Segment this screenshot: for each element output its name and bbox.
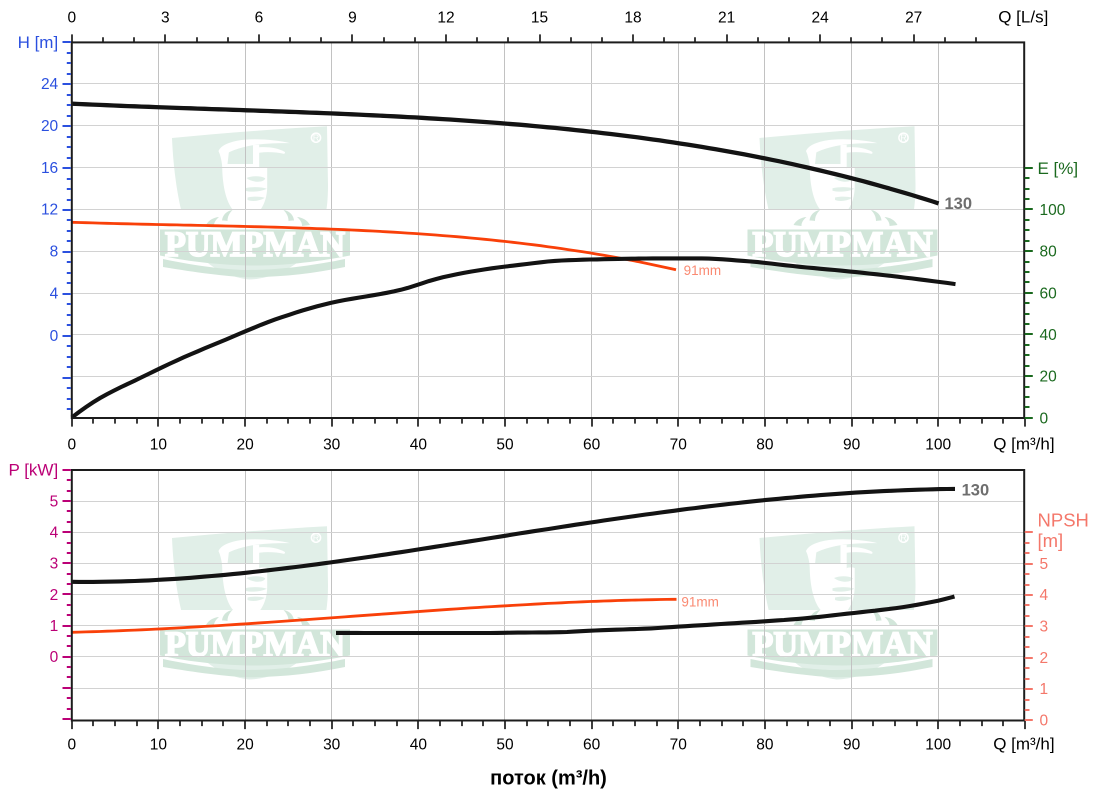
svg-text:12: 12: [41, 202, 58, 219]
svg-text:1: 1: [1040, 681, 1049, 698]
svg-text:91mm: 91mm: [684, 263, 722, 278]
svg-text:P [kW]: P [kW]: [8, 461, 58, 480]
svg-text:8: 8: [50, 244, 59, 261]
svg-text:30: 30: [323, 436, 341, 453]
svg-text:40: 40: [410, 436, 428, 453]
svg-text:10: 10: [150, 736, 168, 753]
svg-text:3: 3: [1040, 619, 1049, 636]
svg-text:100: 100: [1040, 202, 1066, 219]
svg-text:91mm: 91mm: [681, 594, 719, 609]
svg-text:4: 4: [1040, 587, 1049, 604]
svg-text:0: 0: [1040, 410, 1049, 427]
svg-text:3: 3: [161, 9, 170, 26]
svg-text:20: 20: [41, 118, 59, 135]
svg-text:40: 40: [410, 736, 428, 753]
svg-text:90: 90: [843, 736, 861, 753]
svg-text:100: 100: [925, 436, 951, 453]
svg-text:130: 130: [962, 482, 990, 500]
svg-text:21: 21: [718, 9, 735, 26]
svg-text:1: 1: [50, 618, 59, 635]
svg-text:20: 20: [236, 736, 254, 753]
svg-text:100: 100: [925, 736, 951, 753]
svg-text:H [m]: H [m]: [18, 33, 59, 52]
svg-text:40: 40: [1040, 327, 1058, 344]
svg-text:10: 10: [150, 436, 168, 453]
svg-text:30: 30: [323, 736, 341, 753]
svg-text:4: 4: [50, 286, 59, 303]
svg-text:Q [L/s]: Q [L/s]: [998, 7, 1048, 26]
svg-text:24: 24: [41, 76, 59, 93]
svg-text:16: 16: [41, 160, 58, 177]
svg-text:0: 0: [50, 328, 59, 345]
svg-text:130: 130: [945, 195, 973, 213]
svg-text:0: 0: [67, 436, 76, 453]
svg-text:24: 24: [811, 9, 829, 26]
svg-text:E [%]: E [%]: [1038, 159, 1079, 178]
svg-text:4: 4: [50, 525, 59, 542]
svg-text:12: 12: [437, 9, 454, 26]
svg-text:60: 60: [1040, 285, 1058, 302]
svg-text:NPSH: NPSH: [1038, 510, 1089, 531]
svg-text:9: 9: [348, 9, 357, 26]
svg-text:0: 0: [67, 9, 76, 26]
svg-text:6: 6: [255, 9, 264, 26]
svg-text:Q [m³/h]: Q [m³/h]: [993, 734, 1054, 753]
svg-text:50: 50: [496, 736, 514, 753]
svg-text:3: 3: [50, 556, 59, 573]
svg-text:60: 60: [583, 736, 601, 753]
svg-text:[m]: [m]: [1038, 530, 1064, 551]
svg-text:70: 70: [670, 436, 688, 453]
svg-text:20: 20: [1040, 369, 1058, 386]
svg-text:27: 27: [905, 9, 922, 26]
svg-text:20: 20: [236, 436, 254, 453]
svg-text:80: 80: [1040, 244, 1058, 261]
svg-text:90: 90: [843, 436, 861, 453]
svg-text:50: 50: [496, 436, 514, 453]
svg-text:0: 0: [67, 736, 76, 753]
svg-text:2: 2: [1040, 650, 1049, 667]
svg-text:поток (m³/h): поток (m³/h): [490, 768, 607, 790]
svg-text:0: 0: [50, 649, 59, 666]
svg-text:15: 15: [531, 9, 548, 26]
svg-text:5: 5: [1040, 556, 1049, 573]
svg-text:80: 80: [756, 736, 774, 753]
svg-text:5: 5: [50, 493, 59, 510]
svg-text:80: 80: [756, 436, 774, 453]
svg-text:18: 18: [624, 9, 641, 26]
svg-text:2: 2: [50, 587, 59, 604]
svg-text:0: 0: [1040, 713, 1049, 730]
svg-text:Q [m³/h]: Q [m³/h]: [993, 434, 1054, 453]
svg-text:60: 60: [583, 436, 601, 453]
svg-text:70: 70: [670, 736, 688, 753]
